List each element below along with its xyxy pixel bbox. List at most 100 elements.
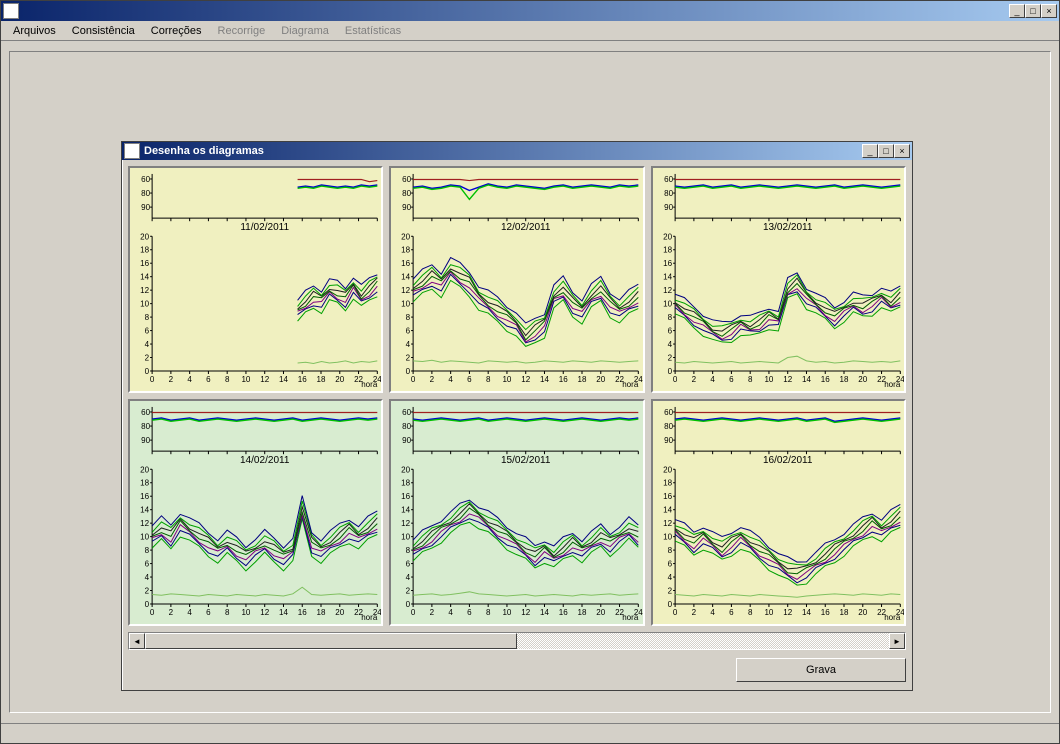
scroll-thumb[interactable] xyxy=(145,633,517,649)
app-icon xyxy=(3,3,19,19)
svg-text:18: 18 xyxy=(317,608,326,617)
svg-text:16: 16 xyxy=(298,608,307,617)
svg-text:20: 20 xyxy=(597,608,606,617)
svg-text:16: 16 xyxy=(401,492,410,501)
charts-grid: 60809011/02/2011024681012141618200246810… xyxy=(122,160,912,632)
svg-text:8: 8 xyxy=(667,546,672,555)
inner-titlebar[interactable]: Desenha os diagramas _ □ × xyxy=(122,142,912,160)
svg-text:10: 10 xyxy=(503,608,512,617)
svg-text:60: 60 xyxy=(402,175,411,184)
chart-panel-4: 60809015/02/2011024681012141618200246810… xyxy=(389,399,644,626)
svg-text:8: 8 xyxy=(145,313,150,322)
maximize-button[interactable]: □ xyxy=(1025,4,1041,18)
chart-svg: 60809013/02/2011024681012141618200246810… xyxy=(653,168,904,391)
svg-text:2: 2 xyxy=(406,354,411,363)
svg-text:60: 60 xyxy=(664,175,673,184)
svg-text:90: 90 xyxy=(141,203,150,212)
svg-text:13/02/2011: 13/02/2011 xyxy=(763,222,813,233)
inner-maximize-button[interactable]: □ xyxy=(878,144,894,158)
inner-close-button[interactable]: × xyxy=(894,144,910,158)
scroll-right-button[interactable]: ► xyxy=(889,633,905,649)
svg-text:8: 8 xyxy=(406,546,411,555)
svg-text:8: 8 xyxy=(748,375,753,384)
svg-text:80: 80 xyxy=(664,422,673,431)
menu-item-consistencia[interactable]: Consistência xyxy=(64,23,143,39)
svg-text:20: 20 xyxy=(401,465,410,474)
svg-text:4: 4 xyxy=(710,608,715,617)
svg-text:hora: hora xyxy=(623,613,640,622)
chart-svg: 60809012/02/2011024681012141618200246810… xyxy=(391,168,642,391)
svg-text:10: 10 xyxy=(663,533,672,542)
chart-panel-3: 60809014/02/2011024681012141618200246810… xyxy=(128,399,383,626)
svg-text:10: 10 xyxy=(241,608,250,617)
scroll-left-button[interactable]: ◄ xyxy=(129,633,145,649)
svg-text:20: 20 xyxy=(335,375,344,384)
svg-text:80: 80 xyxy=(402,189,411,198)
svg-text:12: 12 xyxy=(140,286,149,295)
chart-svg: 60809014/02/2011024681012141618200246810… xyxy=(130,401,381,624)
svg-text:18: 18 xyxy=(663,479,672,488)
svg-text:60: 60 xyxy=(664,408,673,417)
svg-text:8: 8 xyxy=(667,313,672,322)
svg-text:2: 2 xyxy=(406,587,411,596)
scroll-track[interactable] xyxy=(145,633,889,649)
statusbar xyxy=(1,723,1059,743)
close-button[interactable]: × xyxy=(1041,4,1057,18)
minimize-button[interactable]: _ xyxy=(1009,4,1025,18)
svg-text:14: 14 xyxy=(140,506,149,515)
inner-minimize-button[interactable]: _ xyxy=(862,144,878,158)
svg-text:6: 6 xyxy=(145,327,150,336)
svg-text:20: 20 xyxy=(663,232,672,241)
svg-text:10: 10 xyxy=(663,300,672,309)
svg-text:16: 16 xyxy=(140,492,149,501)
main-area: Desenha os diagramas _ □ × 60809011/02/2… xyxy=(1,41,1059,723)
svg-text:2: 2 xyxy=(430,375,435,384)
svg-text:14: 14 xyxy=(540,608,549,617)
svg-text:10: 10 xyxy=(764,375,773,384)
svg-text:hora: hora xyxy=(361,380,378,389)
svg-text:2: 2 xyxy=(667,354,672,363)
svg-text:10: 10 xyxy=(764,608,773,617)
svg-text:10: 10 xyxy=(140,300,149,309)
svg-text:80: 80 xyxy=(664,189,673,198)
svg-text:12: 12 xyxy=(522,608,531,617)
svg-text:6: 6 xyxy=(145,560,150,569)
svg-text:16: 16 xyxy=(663,259,672,268)
svg-text:8: 8 xyxy=(145,546,150,555)
menu-item-arquivos[interactable]: Arquivos xyxy=(5,23,64,39)
button-row: Grava xyxy=(122,654,912,690)
svg-text:8: 8 xyxy=(748,608,753,617)
svg-text:18: 18 xyxy=(401,246,410,255)
horizontal-scrollbar[interactable]: ◄ ► xyxy=(128,632,906,650)
svg-text:12: 12 xyxy=(663,519,672,528)
chart-panel-2: 60809013/02/2011024681012141618200246810… xyxy=(651,166,906,393)
svg-text:8: 8 xyxy=(406,313,411,322)
svg-text:2: 2 xyxy=(169,608,174,617)
svg-text:4: 4 xyxy=(145,573,150,582)
svg-text:14: 14 xyxy=(279,608,288,617)
chart-panel-0: 60809011/02/2011024681012141618200246810… xyxy=(128,166,383,393)
svg-text:16: 16 xyxy=(820,375,829,384)
menu-item-correcoes[interactable]: Correções xyxy=(143,23,210,39)
svg-text:4: 4 xyxy=(187,608,192,617)
svg-text:90: 90 xyxy=(402,436,411,445)
svg-text:12: 12 xyxy=(783,375,792,384)
svg-text:hora: hora xyxy=(623,380,640,389)
svg-text:12: 12 xyxy=(522,375,531,384)
svg-text:10: 10 xyxy=(140,533,149,542)
svg-text:4: 4 xyxy=(187,375,192,384)
menu-item-recorrige: Recorrige xyxy=(210,23,274,39)
svg-text:6: 6 xyxy=(406,560,411,569)
svg-text:12: 12 xyxy=(783,608,792,617)
outer-titlebar[interactable]: _ □ × xyxy=(1,1,1059,21)
svg-text:16: 16 xyxy=(559,608,568,617)
svg-text:10: 10 xyxy=(401,533,410,542)
svg-text:16: 16 xyxy=(820,608,829,617)
svg-text:8: 8 xyxy=(486,608,491,617)
svg-text:16: 16 xyxy=(559,375,568,384)
svg-text:90: 90 xyxy=(141,436,150,445)
svg-text:18: 18 xyxy=(839,375,848,384)
grava-button[interactable]: Grava xyxy=(736,658,906,682)
svg-text:90: 90 xyxy=(664,203,673,212)
svg-text:12: 12 xyxy=(260,375,269,384)
